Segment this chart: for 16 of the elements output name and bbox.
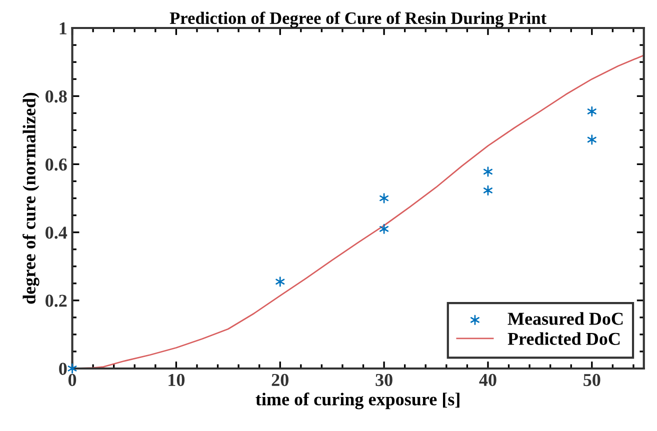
y-tick-label: 0.2	[46, 294, 67, 307]
y-tick-label: 1	[60, 22, 66, 34]
y-tick-label: 0.4	[46, 226, 68, 239]
y-tick-label: 0.8	[46, 90, 67, 103]
x-tick-label: 0	[68, 374, 76, 386]
legend-label: Predicted DoC	[508, 332, 620, 345]
x-tick-label: 30	[376, 374, 392, 386]
y-tick-label: 0.6	[46, 158, 67, 171]
x-tick-label: 40	[479, 374, 496, 386]
x-axis-title: time of curing exposure [s]	[256, 392, 460, 410]
y-axis-title: degree of cure (normalized)	[22, 92, 40, 304]
y-tick-label: 0	[59, 362, 67, 375]
x-tick-label: 10	[168, 374, 185, 386]
chart-title: Prediction of Degree of Cure of Resin During Print	[170, 12, 547, 28]
x-tick-label: 20	[272, 374, 288, 386]
x-tick-label: 50	[584, 374, 600, 386]
